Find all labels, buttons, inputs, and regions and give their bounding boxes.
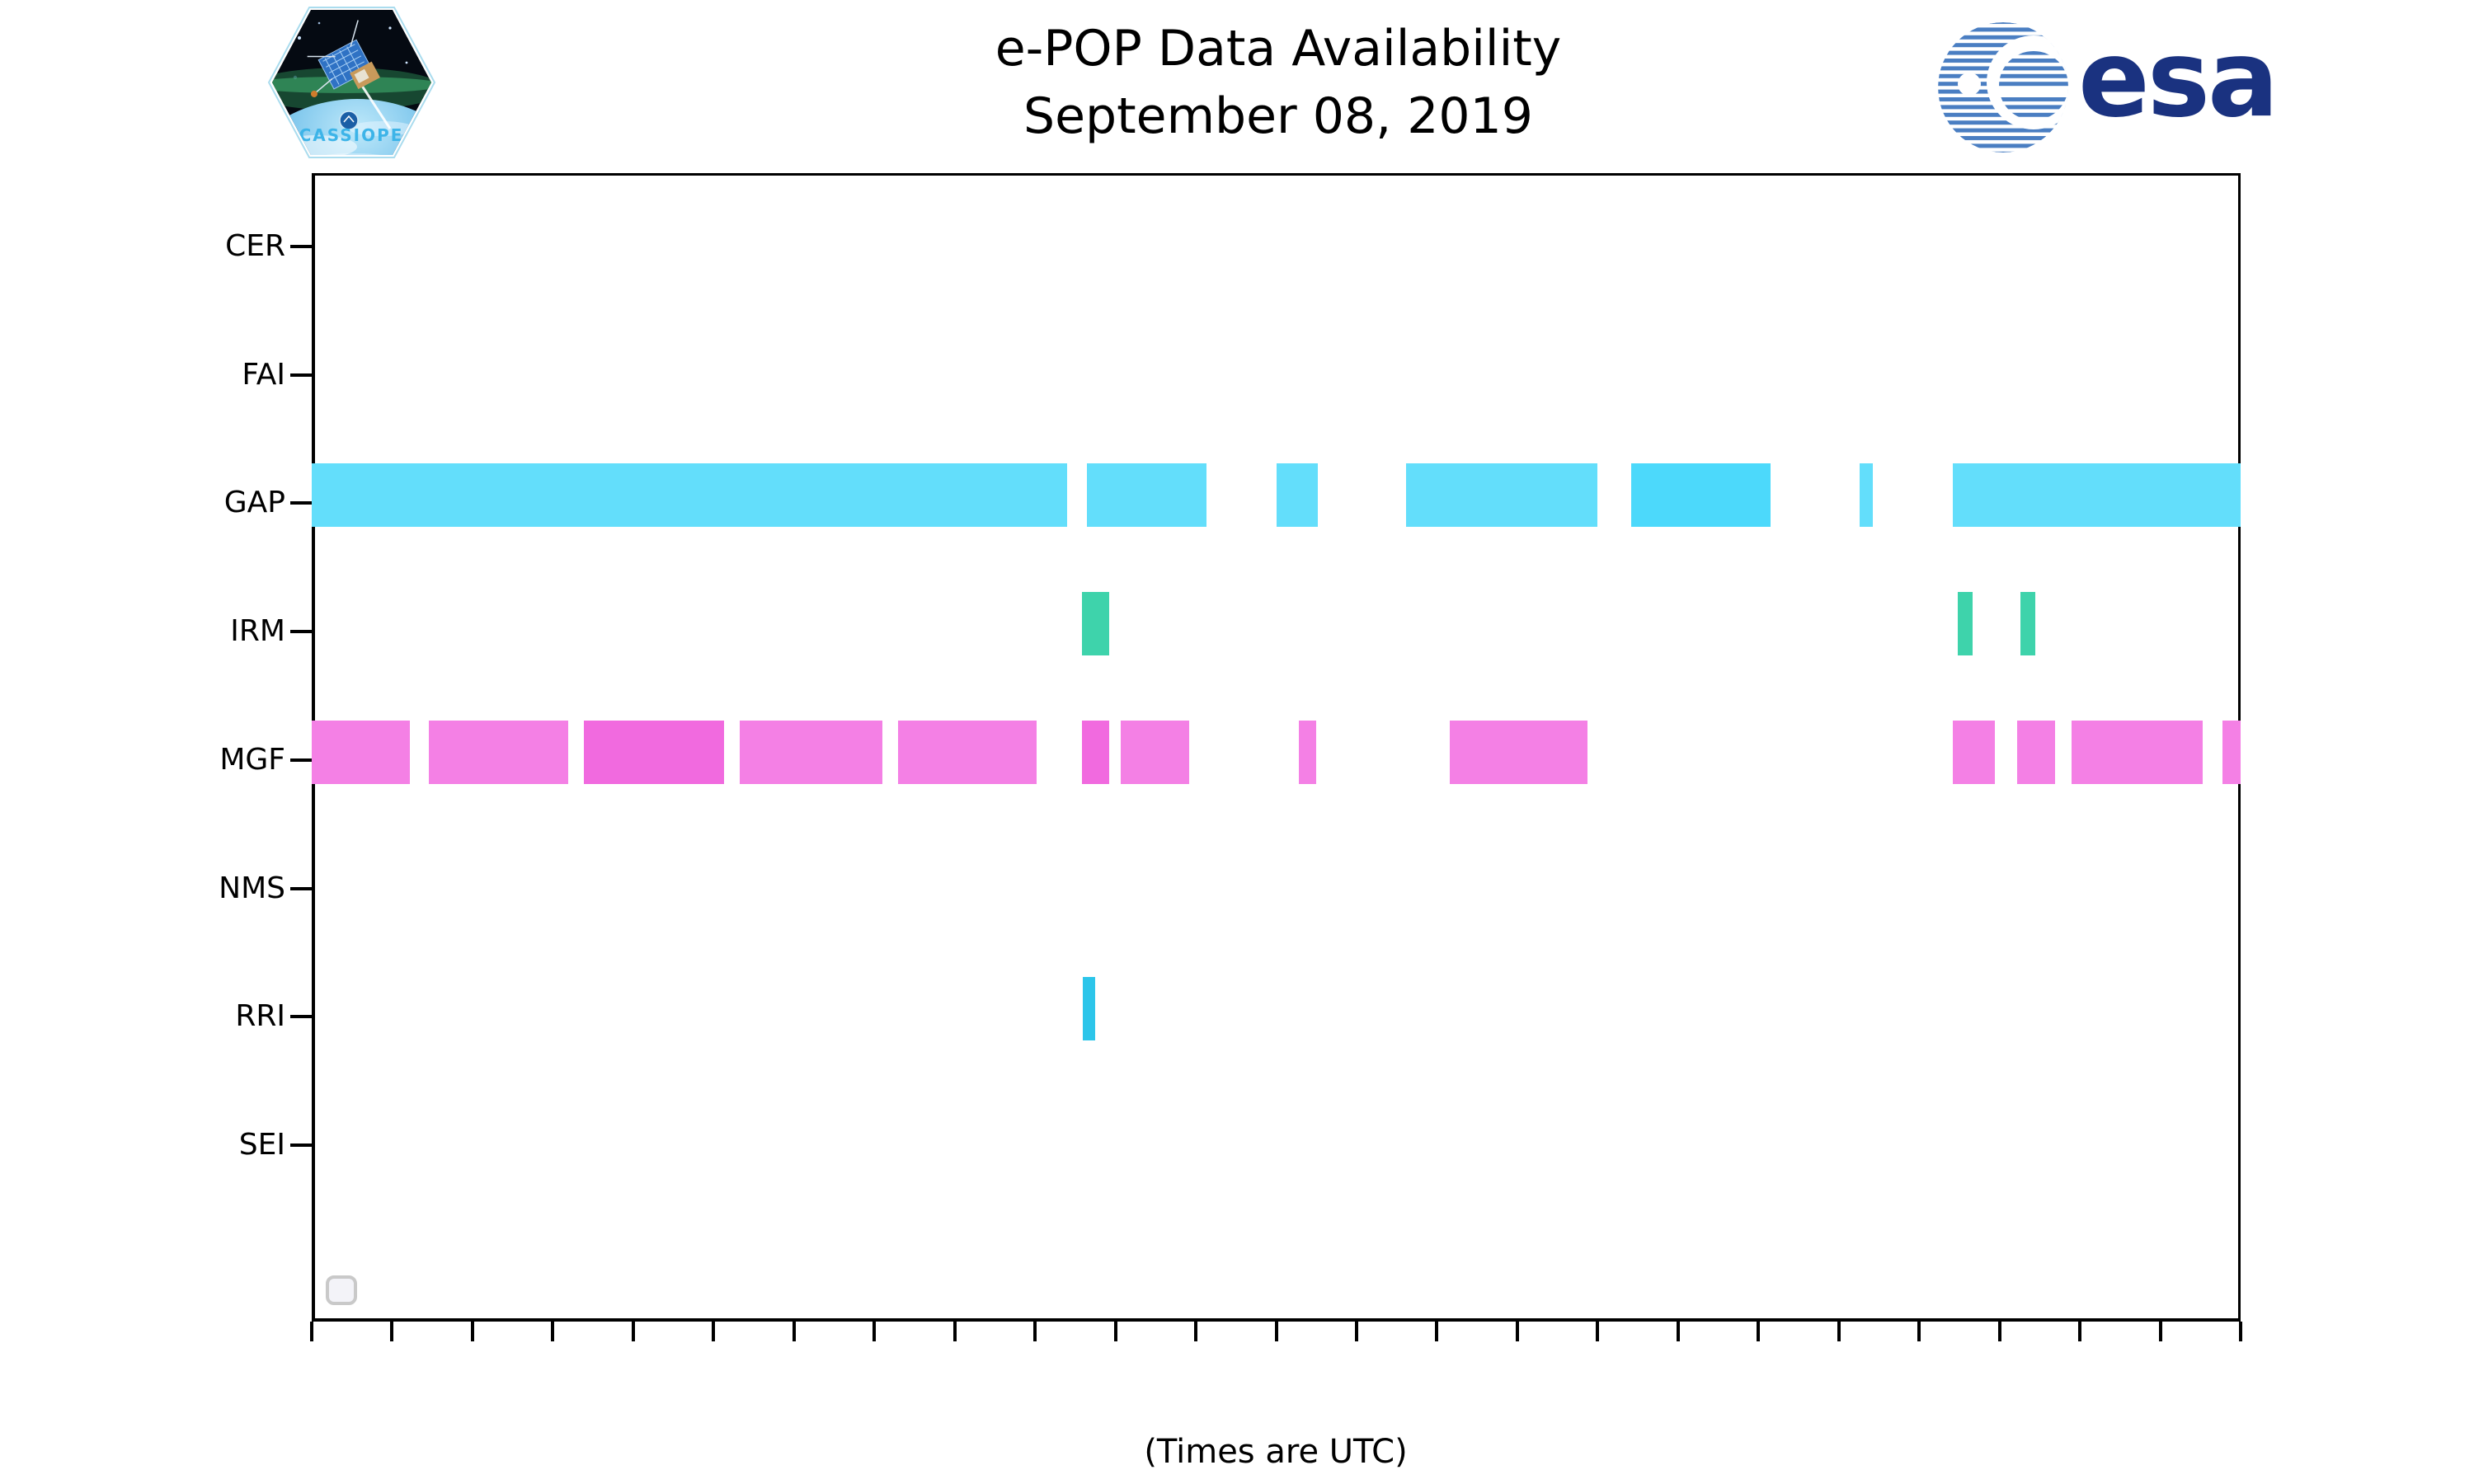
availability-bar-rri <box>1082 977 1096 1041</box>
availability-bar-irm <box>2020 592 2036 656</box>
y-tick-label-nms: NMS <box>219 871 285 905</box>
availability-bar-gap <box>1860 463 1873 528</box>
availability-bar-mgf <box>1081 720 1109 784</box>
x-tick <box>1113 1322 1117 1341</box>
esa-globe-icon <box>1938 22 2068 153</box>
availability-bar-gap <box>1631 463 1771 528</box>
availability-bar-mgf <box>898 720 1037 784</box>
x-tick <box>1033 1322 1037 1341</box>
x-tick <box>1596 1322 1600 1341</box>
x-tick <box>1917 1322 1921 1341</box>
availability-bar-mgf <box>1298 720 1317 784</box>
availability-bar-mgf <box>2017 720 2055 784</box>
cassiope-label: CASSIOPE <box>299 125 404 145</box>
legend-box <box>326 1275 357 1305</box>
x-tick <box>1354 1322 1358 1341</box>
x-tick <box>1194 1322 1198 1341</box>
x-tick <box>792 1322 796 1341</box>
availability-bar-gap <box>1406 463 1598 528</box>
x-tick <box>2239 1322 2242 1341</box>
availability-bar-mgf <box>2072 720 2204 784</box>
x-tick <box>310 1322 313 1341</box>
availability-bar-mgf <box>1953 720 1995 784</box>
availability-bar-mgf <box>584 720 724 784</box>
y-tick <box>290 1143 312 1147</box>
availability-bar-irm <box>1081 592 1109 656</box>
x-tick <box>1676 1322 1680 1341</box>
y-tick <box>290 758 312 762</box>
x-tick <box>551 1322 555 1341</box>
x-tick <box>2078 1322 2082 1341</box>
y-tick-label-rri: RRI <box>235 999 285 1034</box>
availability-bar-irm <box>1957 592 1973 656</box>
y-tick-label-mgf: MGF <box>219 742 285 777</box>
chart-title-block: e-POP Data Availability September 08, 20… <box>742 15 1814 150</box>
x-tick <box>1757 1322 1761 1341</box>
x-tick <box>1435 1322 1439 1341</box>
y-tick <box>290 630 312 634</box>
availability-bar-mgf <box>1121 720 1190 784</box>
x-tick <box>1837 1322 1841 1341</box>
availability-bar-mgf <box>2222 720 2241 784</box>
availability-bar-gap <box>312 463 1068 528</box>
y-tick <box>290 501 312 505</box>
availability-bar-mgf <box>1450 720 1587 784</box>
availability-bar-gap <box>1953 463 2241 528</box>
y-tick <box>290 886 312 890</box>
x-tick <box>2158 1322 2162 1341</box>
y-tick-label-gap: GAP <box>223 486 285 520</box>
x-tick <box>712 1322 716 1341</box>
y-tick-label-sei: SEI <box>238 1127 285 1162</box>
x-axis-title: (Times are UTC) <box>1144 1433 1408 1471</box>
x-tick <box>631 1322 635 1341</box>
availability-bar-gap <box>1276 463 1319 528</box>
y-tick <box>290 245 312 248</box>
chart-title: e-POP Data Availability <box>995 20 1562 77</box>
availability-bar-mgf <box>312 720 410 784</box>
availability-bar-gap <box>1087 463 1206 528</box>
x-tick <box>390 1322 394 1341</box>
x-tick <box>1274 1322 1278 1341</box>
x-tick <box>470 1322 474 1341</box>
y-tick-label-irm: IRM <box>230 614 285 649</box>
esa-wordmark: esa <box>2078 18 2279 141</box>
y-tick <box>290 373 312 377</box>
x-tick <box>1997 1322 2001 1341</box>
availability-bar-mgf <box>740 720 882 784</box>
x-tick <box>1515 1322 1519 1341</box>
y-tick <box>290 1015 312 1019</box>
cassiope-patch-icon: CASSIOPE <box>267 7 436 158</box>
y-tick-label-fai: FAI <box>242 357 285 392</box>
y-tick-label-cer: CER <box>225 229 285 263</box>
availability-bar-mgf <box>429 720 568 784</box>
chart-subtitle: September 08, 2019 <box>1023 87 1533 145</box>
x-tick <box>952 1322 957 1341</box>
esa-logo <box>1936 20 2291 158</box>
x-tick <box>872 1322 877 1341</box>
cassiope-mission-patch: CASSIOPE <box>266 5 437 160</box>
